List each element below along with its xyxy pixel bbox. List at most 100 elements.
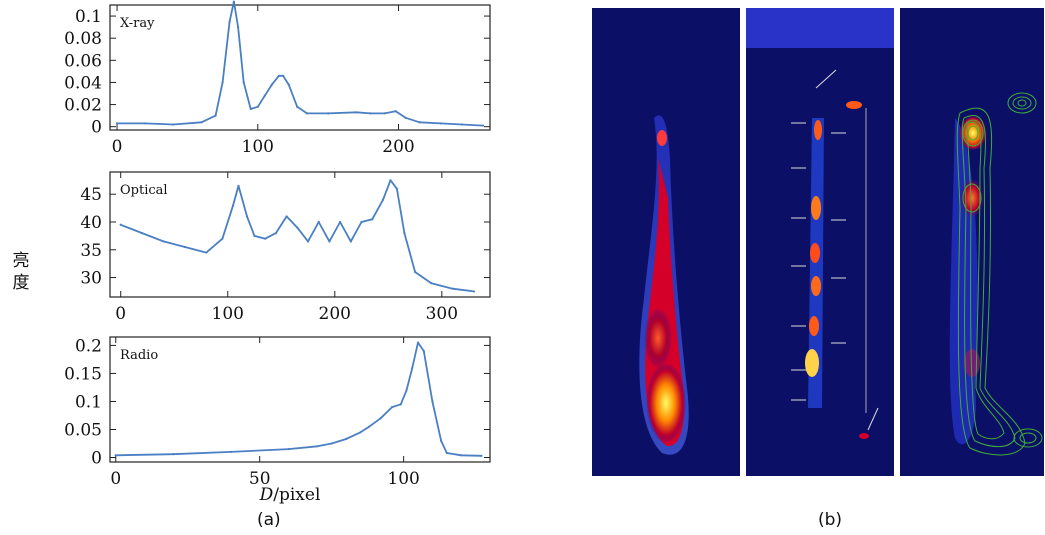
data-point bbox=[360, 220, 363, 224]
chart-frame bbox=[109, 171, 491, 298]
data-point bbox=[480, 454, 483, 457]
x-tick-label: 0 bbox=[110, 469, 121, 489]
data-point bbox=[245, 215, 249, 218]
data-point bbox=[451, 287, 454, 290]
data-point bbox=[416, 341, 420, 344]
data-point bbox=[411, 366, 414, 369]
data-point bbox=[399, 403, 402, 406]
xray-jet-image bbox=[639, 115, 689, 455]
data-point bbox=[439, 439, 443, 442]
data-point bbox=[119, 223, 122, 226]
y-tick-label: 30 bbox=[80, 269, 102, 289]
y-tick-label: 0 bbox=[91, 449, 102, 469]
data-point bbox=[317, 220, 320, 224]
x-tick-label: 0 bbox=[115, 304, 126, 324]
data-point bbox=[236, 26, 240, 29]
data-point bbox=[460, 454, 463, 457]
chart-title: Optical bbox=[120, 183, 168, 198]
data-point bbox=[287, 448, 290, 451]
data-point bbox=[144, 122, 147, 125]
data-point bbox=[460, 123, 463, 126]
caption-b: (b) bbox=[818, 510, 843, 530]
data-point bbox=[141, 232, 144, 235]
xray-image-panel bbox=[592, 8, 740, 476]
data-point bbox=[445, 451, 448, 455]
data-point bbox=[306, 240, 310, 243]
y-tick-label: 0.02 bbox=[64, 96, 102, 116]
caption-a: (a) bbox=[257, 510, 281, 530]
y-tick-label: 40 bbox=[80, 213, 102, 233]
radio-image-panel bbox=[900, 8, 1044, 476]
data-point bbox=[232, 0, 235, 3]
data-point bbox=[200, 121, 203, 124]
chart-title: Radio bbox=[120, 348, 158, 363]
data-point bbox=[282, 74, 285, 77]
data-point bbox=[242, 81, 245, 84]
data-point bbox=[481, 124, 485, 127]
data-point bbox=[431, 400, 434, 403]
x-tick-label: 0 bbox=[112, 137, 123, 157]
data-point bbox=[327, 112, 330, 115]
chart-1: Optical 0 100 200 300 30 35 40 45 bbox=[80, 171, 491, 324]
data-point bbox=[316, 445, 319, 448]
y-tick-label: 0 bbox=[91, 118, 102, 138]
x-tick-label: 100 bbox=[212, 304, 244, 324]
data-point bbox=[422, 349, 425, 353]
data-point bbox=[253, 234, 256, 237]
data-point bbox=[256, 105, 259, 108]
series-line bbox=[117, 0, 484, 127]
data-point bbox=[249, 107, 252, 111]
y-tick-label: 45 bbox=[80, 185, 102, 205]
data-point bbox=[367, 425, 371, 428]
data-point bbox=[472, 290, 476, 293]
data-point bbox=[355, 111, 358, 114]
data-point bbox=[237, 184, 240, 187]
data-point bbox=[277, 74, 280, 77]
data-point bbox=[305, 112, 309, 115]
data-point bbox=[418, 121, 421, 124]
chart-2: Radio 0 50 100 0 0.05 0.1 0.15 0.2 bbox=[64, 336, 491, 489]
y-tick-label: 0.1 bbox=[75, 7, 102, 27]
data-point bbox=[115, 122, 119, 125]
radio-jet-image bbox=[949, 92, 1043, 456]
data-point bbox=[394, 110, 397, 113]
data-point bbox=[221, 81, 224, 84]
data-point bbox=[172, 453, 175, 456]
x-tick-label: 100 bbox=[242, 137, 274, 157]
data-point bbox=[270, 83, 273, 86]
data-point bbox=[369, 112, 372, 115]
x-tick-label: 300 bbox=[426, 304, 458, 324]
data-point bbox=[162, 240, 165, 243]
optical-image-panel bbox=[746, 8, 894, 476]
series-line bbox=[120, 179, 475, 293]
data-point bbox=[359, 431, 362, 434]
data-point bbox=[263, 94, 266, 97]
data-point bbox=[221, 237, 224, 240]
data-point bbox=[114, 454, 117, 457]
data-point bbox=[413, 270, 417, 274]
x-axis-label: D/pixel bbox=[210, 485, 370, 505]
data-point bbox=[328, 240, 331, 243]
data-point bbox=[296, 226, 299, 229]
x-tick-label: 50 bbox=[249, 469, 271, 489]
x-axis-variable: D bbox=[259, 485, 274, 505]
data-point bbox=[274, 232, 278, 235]
data-point bbox=[349, 240, 352, 243]
data-point bbox=[339, 220, 342, 224]
y-tick-label: 0.04 bbox=[64, 73, 102, 93]
data-point bbox=[389, 179, 392, 182]
data-point bbox=[383, 112, 386, 115]
data-point bbox=[371, 218, 374, 221]
data-point bbox=[228, 20, 231, 23]
y-tick-label: 0.2 bbox=[75, 336, 102, 356]
optical-jet-image bbox=[746, 8, 894, 439]
x-tick-label: 200 bbox=[319, 304, 351, 324]
y-tick-label: 0.08 bbox=[64, 29, 102, 49]
y-tick-label: 0.05 bbox=[64, 420, 102, 440]
data-point bbox=[403, 232, 406, 235]
y-tick-label: 0.15 bbox=[64, 364, 102, 384]
data-point bbox=[439, 122, 442, 125]
data-point bbox=[395, 187, 398, 190]
